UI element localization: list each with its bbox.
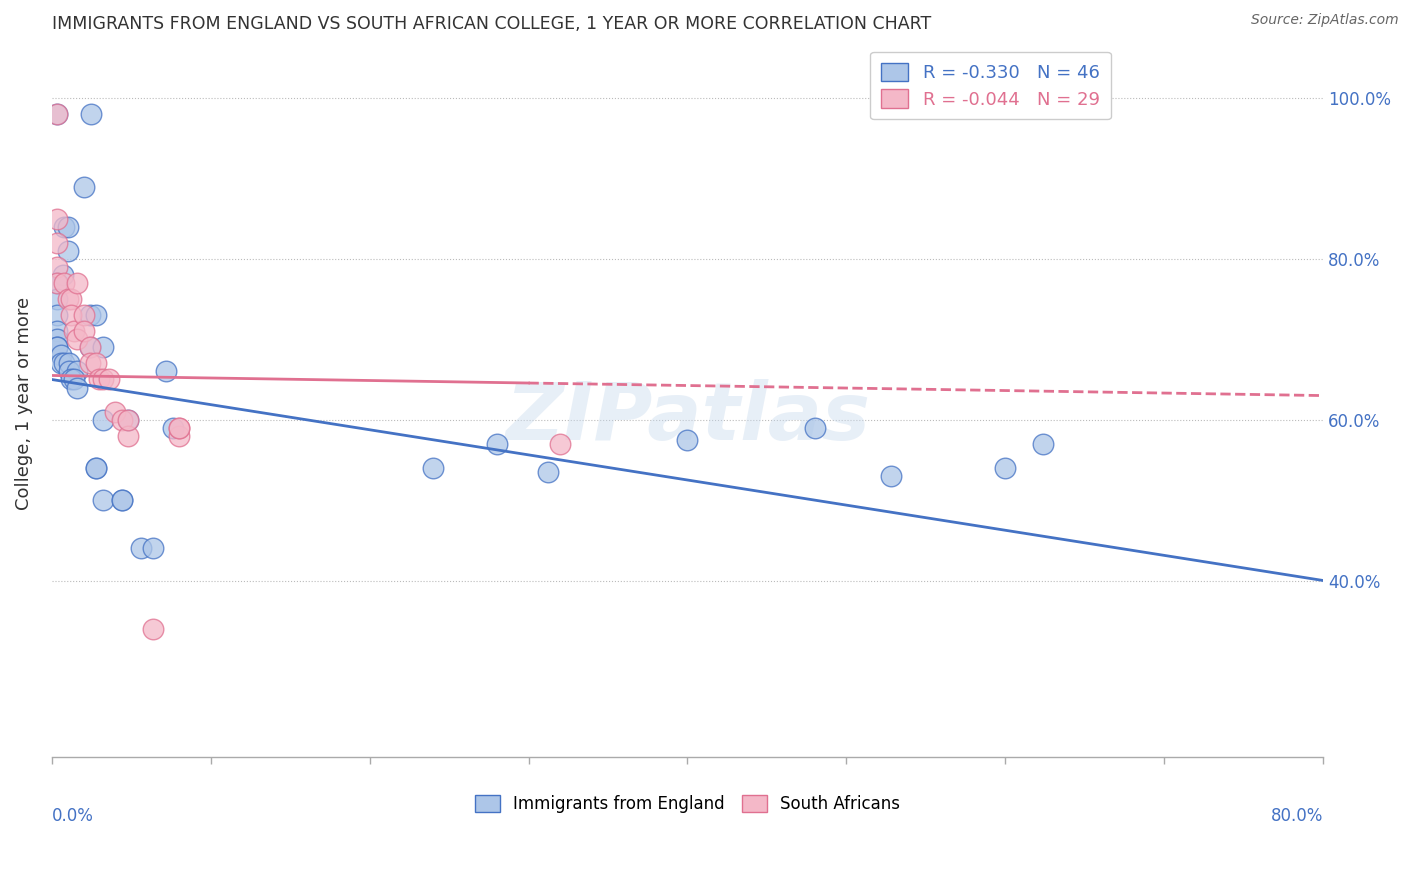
Point xyxy=(91,340,114,354)
Point xyxy=(45,107,67,121)
Point xyxy=(59,292,82,306)
Point xyxy=(536,465,558,479)
Point xyxy=(167,421,190,435)
Point xyxy=(66,332,89,346)
Point xyxy=(129,541,152,556)
Point xyxy=(79,356,101,370)
Point xyxy=(142,622,165,636)
Point xyxy=(79,340,101,354)
Point xyxy=(117,413,139,427)
Point xyxy=(97,372,120,386)
Point xyxy=(63,324,86,338)
Point xyxy=(66,364,89,378)
Point xyxy=(91,493,114,508)
Text: Source: ZipAtlas.com: Source: ZipAtlas.com xyxy=(1251,13,1399,28)
Point xyxy=(56,292,79,306)
Point xyxy=(485,437,508,451)
Point xyxy=(111,493,134,508)
Point xyxy=(45,276,67,290)
Point xyxy=(45,211,67,226)
Point xyxy=(72,308,94,322)
Point xyxy=(79,340,101,354)
Point xyxy=(84,308,107,322)
Point xyxy=(803,421,825,435)
Point xyxy=(111,413,134,427)
Legend: Immigrants from England, South Africans: Immigrants from England, South Africans xyxy=(468,789,907,820)
Point xyxy=(59,308,82,322)
Point xyxy=(58,364,80,378)
Point xyxy=(45,324,67,338)
Text: IMMIGRANTS FROM ENGLAND VS SOUTH AFRICAN COLLEGE, 1 YEAR OR MORE CORRELATION CHA: IMMIGRANTS FROM ENGLAND VS SOUTH AFRICAN… xyxy=(52,15,931,33)
Point xyxy=(58,356,80,370)
Point xyxy=(45,235,67,250)
Point xyxy=(111,493,134,508)
Point xyxy=(1032,437,1054,451)
Point xyxy=(51,356,73,370)
Point xyxy=(84,461,107,475)
Point xyxy=(56,244,79,258)
Point xyxy=(162,421,184,435)
Point xyxy=(59,372,82,386)
Point xyxy=(53,356,76,370)
Point xyxy=(53,219,76,234)
Point xyxy=(56,219,79,234)
Point xyxy=(45,276,67,290)
Point xyxy=(422,461,444,475)
Point xyxy=(72,324,94,338)
Point xyxy=(79,308,101,322)
Point xyxy=(880,469,903,483)
Point xyxy=(155,364,177,378)
Point xyxy=(91,372,114,386)
Point xyxy=(89,372,111,386)
Point xyxy=(51,348,73,362)
Point xyxy=(104,404,127,418)
Point xyxy=(45,292,67,306)
Point xyxy=(167,421,190,435)
Point xyxy=(142,541,165,556)
Point xyxy=(45,340,67,354)
Point xyxy=(91,413,114,427)
Point xyxy=(66,380,89,394)
Text: ZIPatlas: ZIPatlas xyxy=(505,379,870,457)
Y-axis label: College, 1 year or more: College, 1 year or more xyxy=(15,297,32,510)
Point xyxy=(117,413,139,427)
Point xyxy=(45,107,67,121)
Point xyxy=(66,276,89,290)
Point xyxy=(994,461,1017,475)
Point xyxy=(84,356,107,370)
Point xyxy=(167,429,190,443)
Point xyxy=(72,179,94,194)
Point xyxy=(80,107,103,121)
Point xyxy=(53,276,76,290)
Point xyxy=(63,372,86,386)
Point xyxy=(45,332,67,346)
Point xyxy=(52,268,75,282)
Point xyxy=(45,260,67,274)
Point xyxy=(45,308,67,322)
Point xyxy=(550,437,572,451)
Point xyxy=(84,461,107,475)
Point xyxy=(676,433,699,447)
Text: 80.0%: 80.0% xyxy=(1271,807,1323,825)
Text: 0.0%: 0.0% xyxy=(52,807,94,825)
Point xyxy=(45,340,67,354)
Point xyxy=(117,429,139,443)
